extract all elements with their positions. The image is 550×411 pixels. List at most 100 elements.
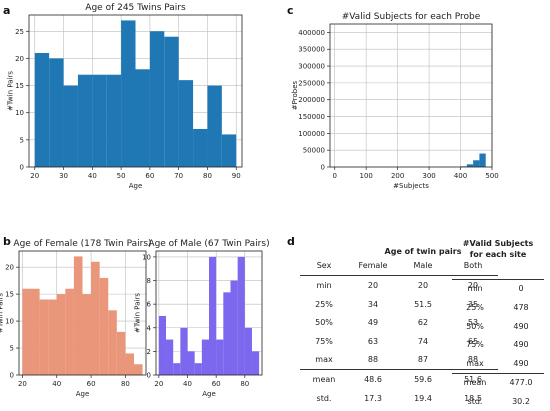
bar [63, 85, 78, 167]
x-tick-label: 0 [332, 172, 336, 180]
bar [193, 129, 208, 167]
cell-site: 490 [513, 321, 529, 331]
cell-both: 18.5 [464, 393, 482, 403]
bar [164, 36, 179, 167]
table-row: min 0 [452, 279, 544, 298]
row-label: max [300, 350, 348, 371]
bar [194, 363, 202, 375]
y-tick-label: 20 [15, 55, 24, 63]
bar [56, 294, 66, 375]
row-label: 25% [466, 302, 484, 312]
x-tick-label: 60 [212, 380, 221, 388]
x-axis-label: Age [129, 182, 143, 190]
cell-male: 62 [417, 318, 429, 328]
y-tick-label: 10 [5, 318, 14, 326]
bar [116, 331, 126, 375]
chart-age-twin-pairs: 20 30 40 50 60 70 80 90 0 5 10 15 20 25 Age of 245 Twi… [7, 3, 243, 190]
bar [479, 153, 486, 167]
cell-both: 53 [467, 318, 479, 328]
bar [244, 327, 252, 375]
bar [251, 351, 260, 375]
bar [173, 363, 181, 375]
x-tick-label: 100 [359, 172, 372, 180]
y-tick-label: 25 [15, 28, 24, 36]
y-tick-label: 350000 [298, 46, 325, 54]
cell-site: 30.2 [512, 396, 530, 406]
row-label: 75% [315, 336, 333, 346]
cell-male: 51.5 [414, 299, 432, 309]
x-tick-label: 50 [117, 172, 126, 180]
y-tick-label: 6 [147, 301, 152, 309]
chart-title: Age of Female (178 Twin Pairs) [13, 239, 151, 249]
x-tick-label: 40 [88, 172, 97, 180]
bar [106, 74, 122, 167]
x-tick-label: 20 [30, 172, 39, 180]
bar [133, 364, 143, 375]
header-female: Female [348, 256, 398, 277]
bar [473, 160, 480, 167]
y-tick-label: 200000 [298, 96, 325, 104]
row-label: min [316, 280, 332, 290]
y-tick-label: 0 [10, 372, 14, 380]
bar [49, 58, 64, 167]
cell-site: 490 [513, 340, 529, 350]
bar [77, 74, 93, 167]
y-tick-label: 10 [142, 253, 151, 261]
x-tick-label: 80 [203, 172, 212, 180]
x-tick-label: 20 [18, 380, 27, 388]
panel-label-a: a [3, 4, 10, 17]
x-tick-label: 60 [87, 380, 96, 388]
bar [65, 288, 74, 375]
header-male: Male [398, 256, 448, 277]
y-axis-label: #Probes [291, 80, 299, 110]
x-tick-label: 300 [422, 172, 435, 180]
y-tick-label: 0 [147, 372, 151, 380]
table-row: 25% 478 [452, 298, 544, 317]
bar [73, 256, 83, 375]
y-tick-label: 4 [147, 324, 152, 332]
cell-female: 88 [348, 350, 398, 371]
y-tick-label: 100000 [298, 130, 325, 138]
cell-male: 20 [417, 280, 429, 290]
bar [91, 261, 100, 375]
bar [180, 327, 188, 375]
header-sex: Sex [300, 256, 348, 277]
cell-both: 35 [467, 299, 479, 309]
row-label: min [467, 284, 483, 294]
chart-title: Age of Male (67 Twin Pairs) [148, 239, 269, 249]
row-label: 75% [466, 340, 484, 350]
chart-valid-subjects-probe: 0 100 200 300 400 500 0 50000 100000 150000 200000… [291, 12, 499, 190]
bar [39, 299, 49, 375]
x-tick-label: 70 [174, 172, 183, 180]
bar [125, 353, 134, 375]
y-tick-label: 5 [10, 345, 14, 353]
cell-both: 65 [467, 336, 479, 346]
x-tick-label: 40 [183, 380, 192, 388]
x-tick-label: 400 [454, 172, 467, 180]
y-tick-label: 20 [5, 264, 14, 272]
table-row: min 20 20 20 [300, 276, 498, 295]
table-row: 50% 49 62 53 [300, 313, 498, 332]
x-axis-label: Age [76, 390, 90, 398]
panel-label-d: d [287, 235, 295, 248]
bar [207, 85, 222, 167]
row-label: std. [467, 396, 483, 406]
bar [121, 20, 136, 167]
row-label: std. [316, 393, 332, 403]
cell-male: 19.4 [414, 393, 432, 403]
bar [149, 31, 165, 167]
x-tick-label: 80 [240, 380, 249, 388]
x-tick-label: 500 [485, 172, 498, 180]
bar [216, 339, 224, 375]
row-label: 25% [315, 299, 333, 309]
row-label: max [452, 353, 498, 374]
y-tick-label: 300000 [298, 63, 325, 71]
row-label: mean [463, 378, 487, 388]
table-valid-subjects-site: #Valid Subjects for each site min 0 25% 47… [452, 238, 544, 411]
y-axis-label: #Twin Pairs [0, 293, 5, 333]
bar [99, 277, 109, 375]
row-label: 50% [466, 321, 484, 331]
y-tick-label: 50000 [303, 147, 325, 155]
